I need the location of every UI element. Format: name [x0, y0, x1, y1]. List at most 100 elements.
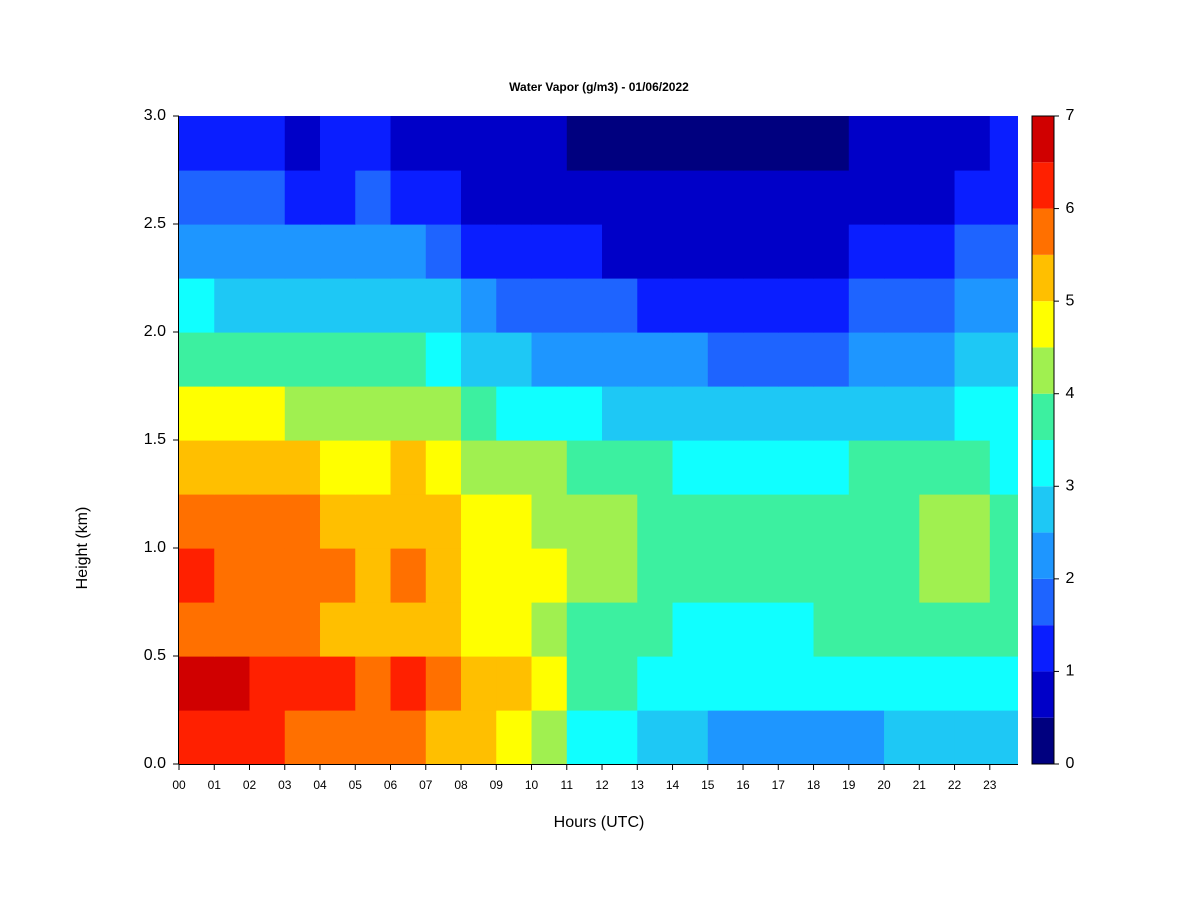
heatmap-cell [919, 710, 956, 764]
heatmap-cell [179, 332, 215, 387]
x-tick-label: 16 [736, 778, 750, 792]
heatmap-cell [778, 548, 815, 603]
heatmap-cell [284, 278, 321, 333]
x-tick-label: 20 [877, 778, 891, 792]
heatmap-cell [848, 386, 885, 441]
x-tick-label: 15 [701, 778, 715, 792]
heatmap-cell [637, 602, 674, 657]
colorbar-tick-label: 3 [1066, 478, 1075, 495]
heatmap-cell [214, 548, 251, 603]
heatmap-cell [637, 494, 674, 549]
heatmap-cell [566, 710, 603, 764]
heatmap-cell [672, 440, 709, 495]
x-tick-label: 00 [172, 778, 186, 792]
heatmap-cell [179, 116, 215, 171]
heatmap-cell [496, 440, 533, 495]
heatmap-cell [989, 116, 1018, 171]
heatmap-cell [919, 386, 956, 441]
x-tick-label: 19 [842, 778, 856, 792]
heatmap-cell [813, 548, 850, 603]
heatmap-cell [496, 710, 533, 764]
heatmap-cell [954, 332, 991, 387]
heatmap-cell [461, 440, 497, 495]
heatmap-cell [461, 494, 497, 549]
heatmap-cell [531, 386, 568, 441]
heatmap-cell [989, 710, 1018, 764]
heatmap-cell [989, 440, 1018, 495]
heatmap-cell [602, 656, 638, 711]
heatmap-cell [778, 224, 815, 279]
heatmap-cell [284, 710, 321, 764]
heatmap-cell [602, 548, 638, 603]
heatmap-cell [778, 494, 815, 549]
heatmap-cell [672, 116, 709, 171]
heatmap-cell [179, 440, 215, 495]
heatmap-cell [707, 386, 744, 441]
heatmap-cell [284, 548, 321, 603]
y-axis-label: Height (km) [74, 507, 91, 590]
x-tick-label: 05 [349, 778, 363, 792]
heatmap-cell [425, 656, 462, 711]
colorbar-band [1032, 254, 1054, 302]
heatmap-cell [672, 332, 709, 387]
heatmap-cell [566, 224, 603, 279]
colorbar-tick-label: 5 [1066, 292, 1075, 309]
y-tick-label: 3.0 [144, 107, 166, 124]
y-tick-label: 1.0 [144, 539, 166, 556]
chart-title: Water Vapor (g/m3) - 01/06/2022 [509, 80, 689, 94]
heatmap-cell [954, 656, 991, 711]
heatmap-cell [355, 494, 392, 549]
heatmap-cell [566, 278, 603, 333]
heatmap-cell [848, 278, 885, 333]
heatmap-cell [707, 170, 744, 225]
colorbar-tick-label: 7 [1066, 107, 1075, 124]
heatmap-cell [355, 656, 392, 711]
heatmap-cell [707, 224, 744, 279]
x-tick-label: 14 [666, 778, 680, 792]
heatmap-cell [566, 656, 603, 711]
heatmap-cell [637, 440, 674, 495]
heatmap-cell [672, 278, 709, 333]
heatmap-cell [707, 332, 744, 387]
heatmap-cell [884, 440, 920, 495]
heatmap-cell [425, 170, 462, 225]
heatmap-cell [637, 170, 674, 225]
heatmap-cell [778, 656, 815, 711]
heatmap-cell [954, 440, 991, 495]
heatmap-cell [249, 548, 286, 603]
heatmap-cell [707, 602, 744, 657]
x-tick-label: 10 [525, 778, 539, 792]
colorbar-frame [1031, 115, 1055, 765]
heatmap-cell [531, 548, 568, 603]
x-tick-label: 04 [313, 778, 327, 792]
heatmap-cell [884, 710, 920, 764]
heatmap-cell [355, 548, 392, 603]
heatmap-cell [743, 278, 779, 333]
heatmap-cell [214, 116, 251, 171]
heatmap-cell [602, 116, 638, 171]
heatmap-cell [813, 602, 850, 657]
heatmap-cell [813, 494, 850, 549]
heatmap-cell [743, 440, 779, 495]
heatmap-cell [848, 440, 885, 495]
heatmap-cell [390, 710, 427, 764]
heatmap-cell [707, 440, 744, 495]
heatmap-cell [390, 548, 427, 603]
heatmap-cell [320, 602, 356, 657]
heatmap-cell [320, 548, 356, 603]
heatmap-cell [637, 710, 674, 764]
heatmap-cell [531, 332, 568, 387]
heatmap-cell [743, 386, 779, 441]
y-tick-label: 2.5 [144, 215, 166, 232]
heatmap-cell [425, 224, 462, 279]
heatmap-cell [284, 494, 321, 549]
heatmap-cell [461, 332, 497, 387]
heatmap-cell [179, 386, 215, 441]
heatmap-cell [390, 656, 427, 711]
heatmap-cell [954, 278, 991, 333]
heatmap-cell [919, 494, 956, 549]
heatmap-cell [848, 656, 885, 711]
heatmap-cell [531, 224, 568, 279]
heatmap-cell [602, 602, 638, 657]
